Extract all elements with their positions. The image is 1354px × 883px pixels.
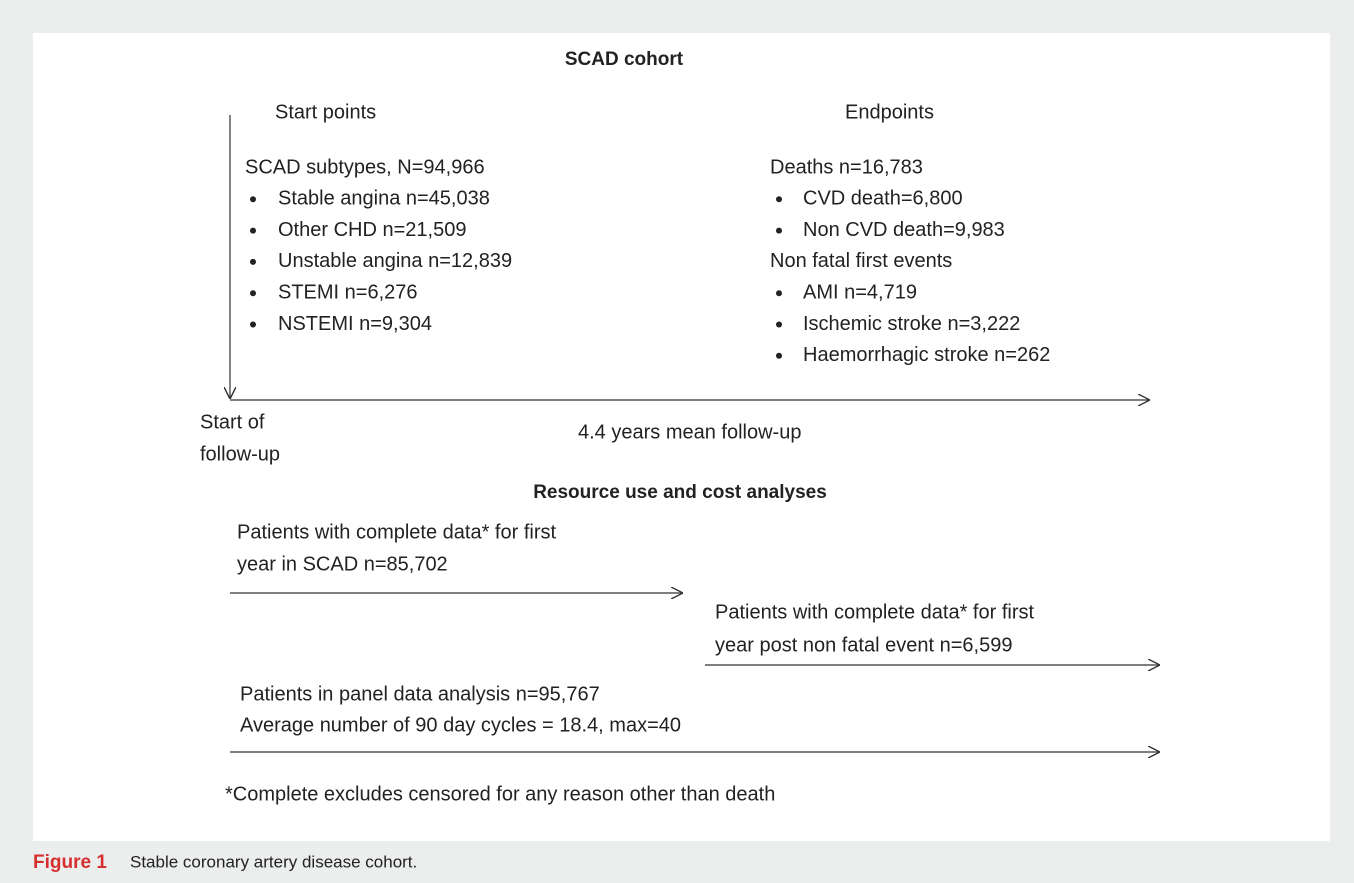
list-item: AMI n=4,719 (803, 281, 917, 303)
bullet (776, 196, 782, 203)
block-text: Average number of 90 day cycles = 18.4, … (240, 714, 681, 736)
list-item: Stable angina n=45,038 (278, 188, 490, 210)
panel (33, 33, 1330, 841)
bullet (776, 290, 782, 297)
bullet (250, 258, 256, 265)
list-item: Ischemic stroke n=3,222 (803, 313, 1020, 335)
bullet (776, 321, 782, 328)
follow-up-label: 4.4 years mean follow-up (578, 421, 801, 443)
block-text: year in SCAD n=85,702 (237, 553, 448, 575)
bullet (250, 321, 256, 328)
section-title: Resource use and cost analyses (533, 482, 827, 503)
start-label: follow-up (200, 443, 280, 465)
list-item: Non CVD death=9,983 (803, 219, 1005, 241)
caption-label: Figure 1 (33, 852, 107, 873)
list-item: Haemorrhagic stroke n=262 (803, 344, 1050, 366)
group-label: Non fatal first events (770, 250, 952, 272)
bullet (250, 290, 256, 297)
group-label: SCAD subtypes, N=94,966 (245, 156, 485, 178)
list-item: NSTEMI n=9,304 (278, 313, 432, 335)
block-text: year post non fatal event n=6,599 (715, 634, 1012, 656)
heading: Endpoints (845, 101, 934, 123)
bullet (776, 227, 782, 234)
list-item: Other CHD n=21,509 (278, 219, 466, 241)
caption-text: Stable coronary artery disease cohort. (130, 852, 417, 871)
bullet (776, 352, 782, 359)
block-text: Patients with complete data* for first (237, 521, 556, 543)
start-label: Start of (200, 411, 265, 433)
list-item: STEMI n=6,276 (278, 281, 418, 303)
block-text: Patients in panel data analysis n=95,767 (240, 683, 600, 705)
block-text: Patients with complete data* for first (715, 601, 1034, 623)
title: SCAD cohort (565, 49, 684, 70)
bullet (250, 227, 256, 234)
heading: Start points (275, 101, 376, 123)
bullet (250, 196, 256, 203)
footnote: *Complete excludes censored for any reas… (225, 783, 775, 805)
list-item: CVD death=6,800 (803, 188, 963, 210)
group-label: Deaths n=16,783 (770, 156, 923, 178)
list-item: Unstable angina n=12,839 (278, 250, 512, 272)
